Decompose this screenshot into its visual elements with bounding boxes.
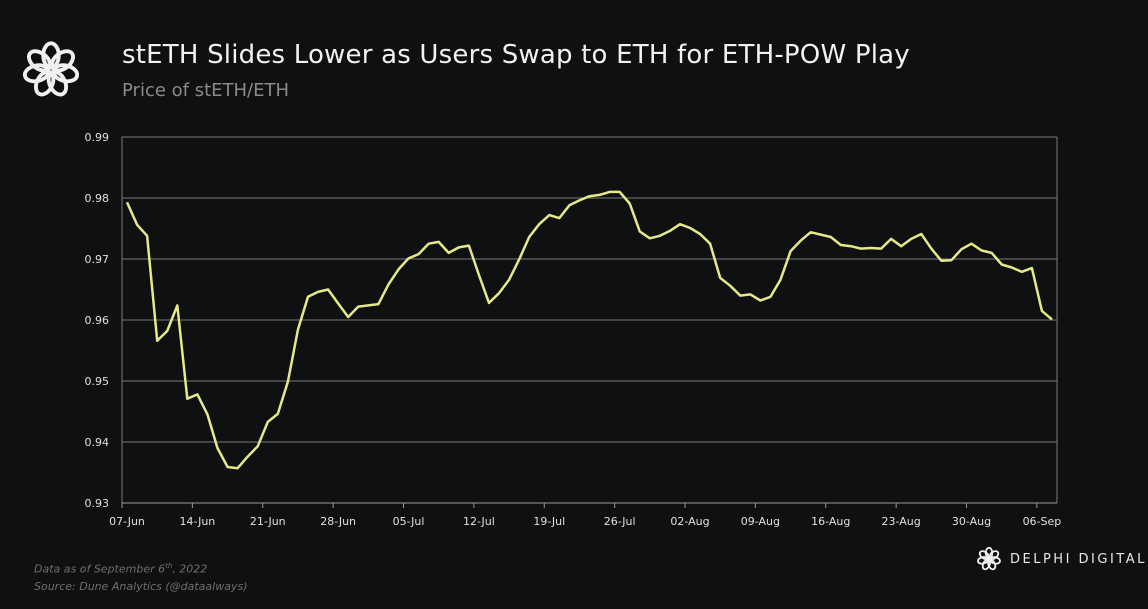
x-tick-label: 16-Aug: [811, 515, 850, 528]
y-tick-label: 0.97: [85, 253, 110, 266]
y-tick-label: 0.94: [85, 436, 110, 449]
x-tick-label: 30-Aug: [952, 515, 991, 528]
y-tick-label: 0.96: [85, 314, 110, 327]
x-tick-label: 07-Jun: [109, 515, 145, 528]
y-tick-label: 0.98: [85, 192, 110, 205]
x-tick-label: 09-Aug: [741, 515, 780, 528]
x-tick-label: 05-Jul: [393, 515, 425, 528]
delphi-small-logo-icon: [977, 546, 1001, 571]
brand-mark: DELPHI DIGITAL: [976, 544, 1147, 574]
x-tick-label: 28-Jun: [320, 515, 356, 528]
brand-name: DELPHI DIGITAL: [1010, 551, 1147, 567]
x-tick-label: 21-Jun: [250, 515, 286, 528]
x-tick-label: 02-Aug: [670, 515, 709, 528]
delphi-logo-icon: [22, 41, 80, 97]
y-tick-label: 0.95: [85, 375, 110, 388]
x-tick-label: 12-Jul: [463, 515, 495, 528]
note-prefix: Data as of September 6: [34, 562, 166, 576]
data-date-note: Data as of September 6th, 2022: [34, 562, 207, 576]
series-line-steth-eth: [125, 190, 1053, 470]
y-tick-label: 0.93: [85, 497, 110, 510]
note-sup: th: [165, 562, 173, 570]
x-tick-label: 26-Jul: [604, 515, 636, 528]
x-tick-label: 06-Sep: [1023, 515, 1062, 528]
y-tick-label: 0.99: [85, 131, 110, 144]
note-suffix: , 2022: [172, 562, 208, 576]
chart-title: stETH Slides Lower as Users Swap to ETH …: [122, 40, 910, 70]
source-note: Source: Dune Analytics (@dataalways): [34, 580, 248, 593]
x-tick-label: 23-Aug: [882, 515, 921, 528]
chart-subtitle: Price of stETH/ETH: [122, 80, 290, 101]
x-tick-label: 14-Jun: [180, 515, 216, 528]
x-tick-label: 19-Jul: [533, 515, 565, 528]
